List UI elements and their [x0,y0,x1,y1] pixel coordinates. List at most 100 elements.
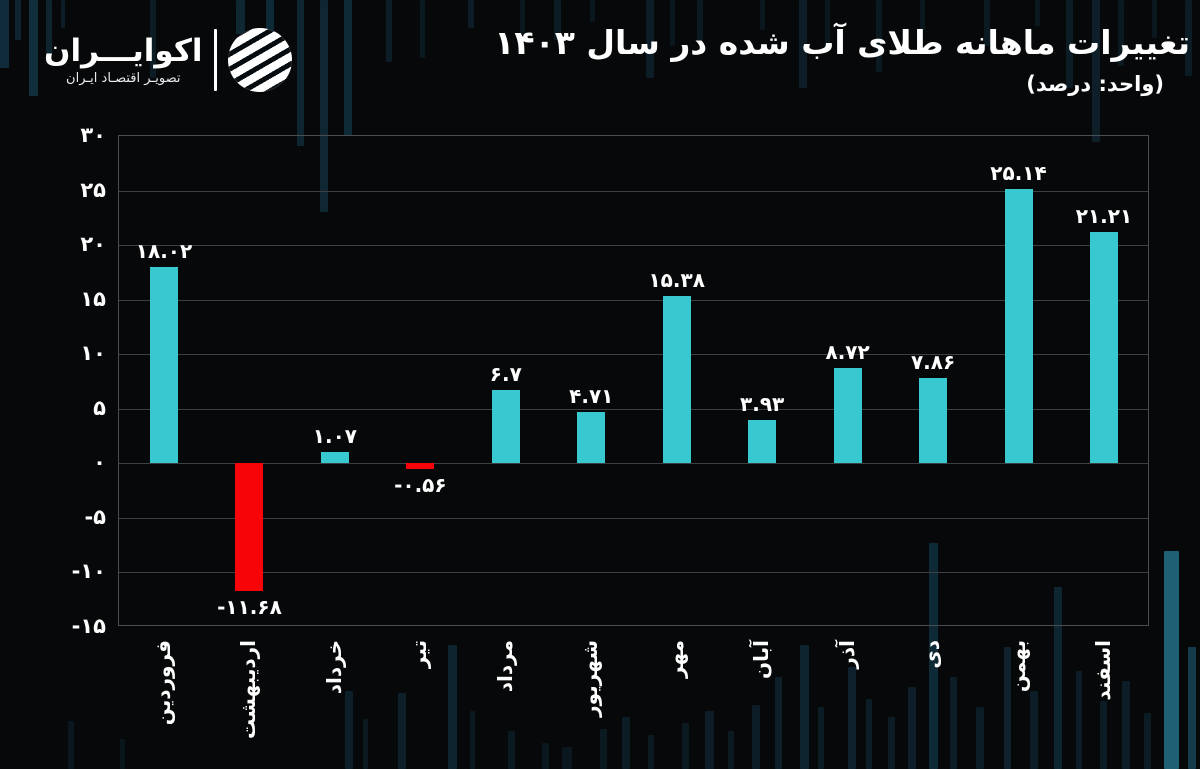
background-decor-bar [470,711,475,769]
y-axis-tick-label: ۳۰ [80,123,106,147]
background-decor-bar [1092,0,1100,142]
gridline [119,354,1148,356]
background-decor-bar [1152,0,1157,38]
bar-month-4 [406,463,435,470]
bar-month-2 [235,463,264,591]
background-decor-bar [590,0,595,22]
gridline [119,190,1148,192]
gridline [119,299,1148,301]
zero-gridline [119,463,1148,465]
bar-value-label: ۶.۷ [489,362,522,387]
background-decor-bar [775,677,782,769]
background-decor-bar [705,711,714,769]
background-decor-bar [1164,551,1179,769]
background-decor-bar [1066,0,1073,88]
chart-title: تغییرات ماهانه طلای آب شده در سال ۱۴۰۳ [494,23,1190,62]
background-decor-bar [818,707,824,769]
x-axis-month-label: آبان [749,640,774,679]
background-decor-bar [646,0,654,78]
background-decor-bar [622,717,630,769]
bar-value-label: ۱۸.۰۲ [135,238,193,263]
background-decor-bar [386,0,392,62]
background-decor-bar [976,707,984,769]
background-decor-bar [800,645,809,769]
background-decor-bar [1144,713,1151,769]
background-decor-bar [68,721,74,769]
bar-value-label: ۲۱.۲۱ [1075,203,1133,228]
bar-month-3 [320,451,349,464]
x-axis-month-label: مرداد [492,640,517,693]
background-decor-bar [1118,0,1124,66]
background-decor-bar [1185,0,1192,76]
background-decor-bar [150,0,156,78]
x-axis-month-label: آذر [834,640,859,669]
x-axis-month-label: خرداد [321,640,346,695]
background-decor-bar [1076,671,1082,769]
chart-unit-note: (واحد: درصد) [1026,71,1164,96]
background-decor-bar [1030,691,1038,769]
gridline [119,245,1148,247]
background-decor-bar [120,739,125,769]
brand-text: اکوایـــران تصویـر اقتصـاد ایـران [44,34,203,86]
bar-month-11 [1004,189,1033,464]
background-decor-bar [1100,701,1107,769]
ecoiran-striped-circle-icon [227,28,292,92]
background-decor-bar [0,0,9,68]
y-axis-tick-label: ۱۰ [80,341,106,366]
background-decor-bar [1054,587,1062,769]
background-decor-bar [542,743,549,769]
gridline [119,572,1148,574]
plot-area: ۱۸.۰۲ -۱۱.۶۸ ۱.۰۷ -۰.۵۶ ۶.۷ ۴.۷۱ ۱۵.۳۸ ۳.۹۳ ۸.۷۲… [118,135,1149,626]
background-decor-bar [29,0,38,96]
background-decor-bar [562,747,572,769]
background-decor-bar [448,645,457,769]
bar-value-label: ۸.۷۲ [825,340,870,365]
background-decor-bar [297,0,304,146]
background-decor-bar [15,0,21,40]
y-axis-tick-label: -۱۵ [71,614,106,638]
bar-month-12 [1089,231,1118,464]
background-decor-bar [398,693,406,769]
background-decor-bar [1035,0,1040,26]
background-decor-bar [554,0,561,40]
chart-header: تغییرات ماهانه طلای آب شده در سال ۱۴۰۳ (… [494,22,1190,96]
gridline [119,517,1148,519]
bar-value-label: -۱۱.۶۸ [217,594,282,619]
bar-value-label: ۲۵.۱۴ [990,161,1047,186]
background-decor-bar [908,687,916,769]
bar-value-label: ۳.۹۳ [740,392,785,417]
background-decor-bar [984,0,990,46]
x-axis-month-label: شهریور [578,640,603,717]
y-axis-tick-label: ۲۵ [80,177,106,202]
background-decor-bar [825,0,830,50]
background-decor-bar [876,0,882,72]
brand-tagline: تصویـر اقتصـاد ایـران [66,70,181,86]
x-axis-month-label: فروردین [151,640,175,726]
brand-logo: اکوایـــران تصویـر اقتصـاد ایـران [44,28,292,92]
bar-month-10 [919,377,948,464]
background-decor-bar [520,0,525,34]
bar-value-label: ۴.۷۱ [569,383,614,408]
background-decor-bar [728,731,734,769]
y-axis-tick-label: -۱۰ [71,559,106,584]
background-decor-bar [236,0,245,34]
gridline [119,408,1148,410]
bar-value-label: ۱.۰۷ [312,423,357,448]
background-decor-bar [46,0,52,54]
x-axis-month-label: اسفند [1090,640,1115,701]
background-decor-bar [670,0,675,46]
background-decor-bar [344,0,352,136]
background-decor-bar [929,543,938,769]
background-decor-bar [320,0,328,212]
brand-separator [213,29,217,91]
x-axis-month-label: بهمن [1005,640,1030,693]
background-decor-bar [682,723,689,769]
bar-month-9 [833,368,862,464]
background-decor-bar [363,719,368,769]
background-decor-bar [1122,681,1130,769]
background-decor-bar [345,691,353,769]
background-decor-bar [420,0,425,58]
background-decor-bar [760,0,765,30]
background-decor-bar [600,729,607,769]
